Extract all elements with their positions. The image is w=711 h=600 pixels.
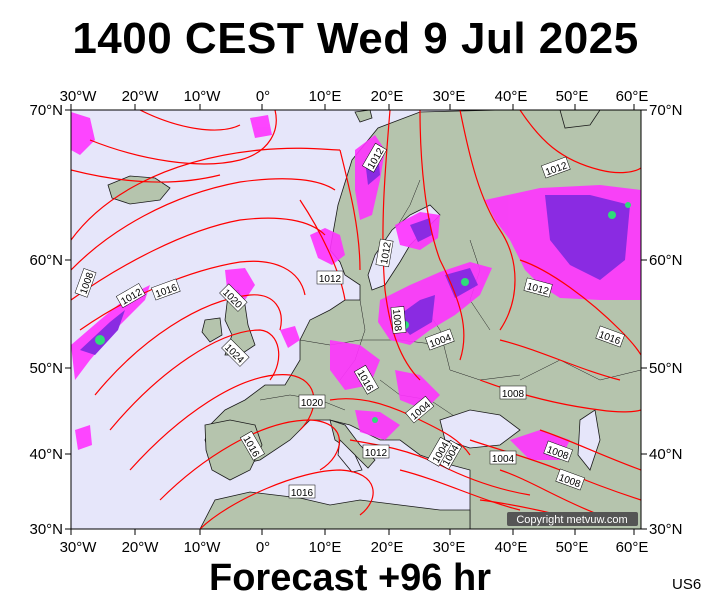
map-title: 1400 CEST Wed 9 Jul 2025 <box>72 14 639 63</box>
lon-label: 20°W <box>122 88 160 105</box>
lat-label: 50°N <box>29 360 63 377</box>
lat-label: 50°N <box>649 360 683 377</box>
lat-labels-right: 70°N 60°N 50°N 40°N 30°N <box>649 102 683 538</box>
isobar-label: 1008 <box>390 306 407 334</box>
forecast-label: Forecast +96 hr <box>209 557 491 599</box>
lon-label: 40°E <box>495 88 528 105</box>
lat-label: 30°N <box>649 521 683 538</box>
isobar-label: 1012 <box>316 270 344 285</box>
lat-label: 40°N <box>649 446 683 463</box>
svg-text:1008: 1008 <box>502 389 525 400</box>
svg-text:1008: 1008 <box>390 309 403 333</box>
lon-labels-bottom: 30°W 20°W 10°W 0° 10°E 20°E 30°E 40°E 50… <box>60 539 649 556</box>
lon-label: 30°W <box>60 539 98 556</box>
lon-label: 0° <box>256 88 270 105</box>
lon-label: 60°E <box>616 539 649 556</box>
lon-label: 30°E <box>433 88 466 105</box>
lon-label: 30°E <box>433 539 466 556</box>
copyright-text: Copyright metvuw.com <box>516 514 627 526</box>
isobar-labels: 1012 1012 1012 1012 1008 1012 1016 1020 … <box>74 142 625 499</box>
lat-labels-left: 70°N 60°N 50°N 40°N 30°N <box>29 102 63 538</box>
svg-text:1012: 1012 <box>319 274 342 285</box>
lon-label: 0° <box>256 539 270 556</box>
isobar-label: 1016 <box>288 484 316 499</box>
lon-label: 30°W <box>60 88 98 105</box>
copyright-box: Copyright metvuw.com <box>507 512 638 526</box>
lon-label: 10°W <box>184 88 222 105</box>
lon-label: 10°E <box>309 88 342 105</box>
lon-label: 20°W <box>122 539 160 556</box>
svg-text:1012: 1012 <box>365 448 388 459</box>
isobar-label: 1004 <box>489 450 517 465</box>
lat-label: 60°N <box>649 252 683 269</box>
isobars <box>71 110 641 529</box>
lat-label: 70°N <box>649 102 683 119</box>
map-frame <box>70 109 642 530</box>
lat-label: 40°N <box>29 446 63 463</box>
lon-label: 40°E <box>495 539 528 556</box>
isobar-label: 1012 <box>375 238 394 268</box>
region-code: US6 <box>672 576 702 593</box>
svg-text:1012: 1012 <box>379 241 394 265</box>
svg-text:1004: 1004 <box>492 454 515 465</box>
lon-label: 50°E <box>556 539 589 556</box>
isobar-label: 1008 <box>499 385 527 400</box>
lon-label: 60°E <box>616 88 649 105</box>
lon-label: 20°E <box>371 539 404 556</box>
lon-label: 20°E <box>371 88 404 105</box>
lat-label: 30°N <box>29 521 63 538</box>
lat-label: 70°N <box>29 102 63 119</box>
isobar-label: 1012 <box>362 444 390 459</box>
lon-label: 10°E <box>309 539 342 556</box>
lon-label: 10°W <box>184 539 222 556</box>
svg-text:1020: 1020 <box>301 398 324 409</box>
tick-marks <box>65 104 647 535</box>
lon-labels-top: 30°W 20°W 10°W 0° 10°E 20°E 30°E 40°E 50… <box>60 88 649 105</box>
svg-text:1016: 1016 <box>291 488 314 499</box>
lon-label: 50°E <box>556 88 589 105</box>
lat-label: 60°N <box>29 252 63 269</box>
isobar-label: 1020 <box>298 394 326 409</box>
